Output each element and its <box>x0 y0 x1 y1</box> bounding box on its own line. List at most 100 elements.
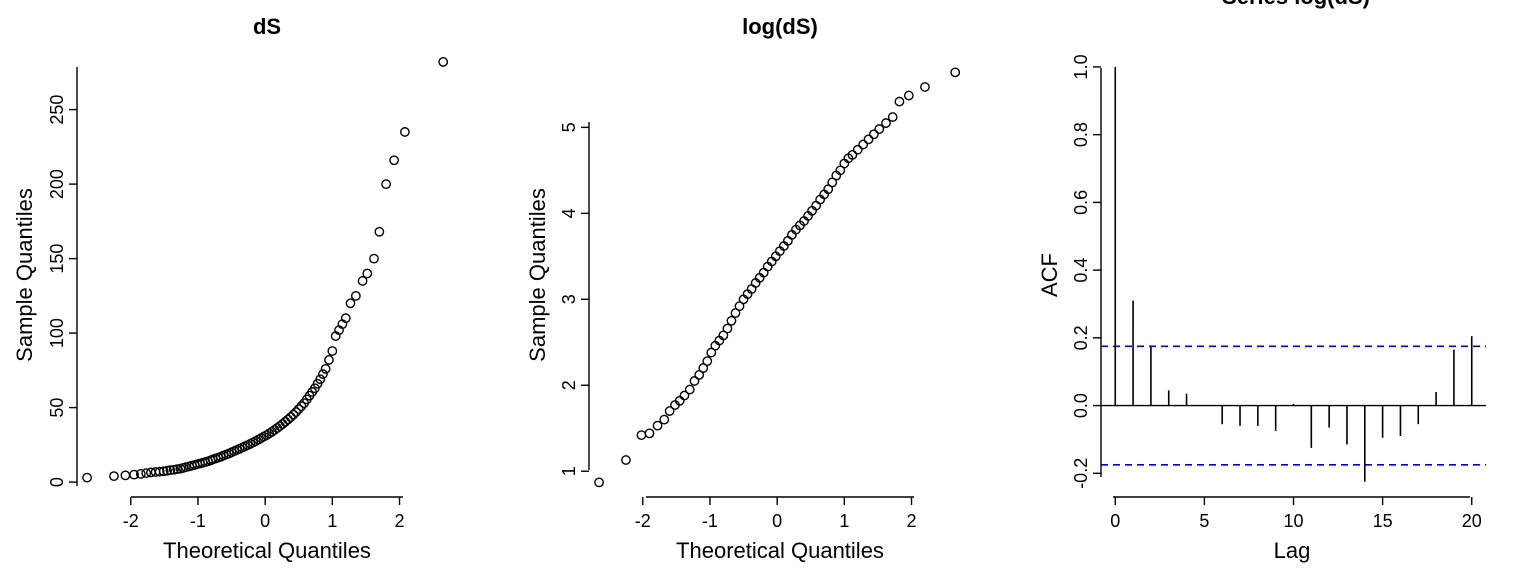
chart-title: dS <box>253 14 281 39</box>
data-point <box>120 470 131 481</box>
data-points <box>594 67 961 488</box>
data-point <box>652 420 663 431</box>
data-point <box>296 401 307 412</box>
y-tick-label: 0.6 <box>1071 190 1091 215</box>
data-point <box>165 465 176 476</box>
x-tick-label: -1 <box>702 511 718 531</box>
data-point <box>129 469 140 480</box>
y-tick-label: 0 <box>47 477 67 487</box>
data-points <box>82 57 449 483</box>
data-point <box>350 290 361 301</box>
data-point <box>903 90 914 101</box>
data-point <box>280 416 291 427</box>
data-point <box>381 179 391 190</box>
y-tick-label: 50 <box>47 398 67 418</box>
data-point <box>154 466 165 477</box>
y-tick-label: 0.8 <box>1071 122 1091 147</box>
data-point <box>82 472 92 483</box>
data-point <box>324 355 334 365</box>
y-tick-label: 0.0 <box>1071 393 1091 418</box>
x-tick-label: 1 <box>839 511 849 531</box>
y-tick-label: 200 <box>47 169 67 199</box>
data-point <box>340 313 351 324</box>
x-tick-label: 5 <box>1199 511 1209 531</box>
y-tick-label: 5 <box>559 122 579 132</box>
acf-panel: Series log(dS) 0 5 10 15 20 -0.2 0.0 0.2 0.4 0.6… <box>1037 0 1486 563</box>
qq-plot-logds-panel: log(dS) -2 -1 0 1 2 1 2 3 4 5 Theoretical Quanti… <box>525 14 961 563</box>
data-point <box>679 390 690 401</box>
data-point <box>726 315 737 326</box>
data-point <box>858 139 869 150</box>
data-point <box>621 455 631 465</box>
x-tick-label: -1 <box>190 511 206 531</box>
y-axis-ticks: 1 2 3 4 5 <box>559 122 589 476</box>
data-point <box>168 464 179 475</box>
x-tick-label: 10 <box>1283 511 1303 531</box>
y-tick-label: -0.2 <box>1071 458 1091 489</box>
data-point <box>293 404 304 414</box>
chart-title: log(dS) <box>742 14 818 39</box>
data-point <box>172 464 183 475</box>
data-point <box>722 323 733 334</box>
y-tick-label: 100 <box>47 318 67 348</box>
data-point <box>315 374 326 385</box>
data-point <box>135 469 146 479</box>
y-tick-label: 2 <box>559 380 579 390</box>
data-point <box>874 124 885 134</box>
y-tick-label: 150 <box>47 244 67 274</box>
y-tick-label: 0.2 <box>1071 325 1091 350</box>
data-point <box>881 118 891 128</box>
y-axis-label: Sample Quantiles <box>525 188 550 362</box>
data-point <box>357 276 368 286</box>
y-tick-label: 250 <box>47 95 67 125</box>
data-point <box>636 430 647 441</box>
confidence-bands <box>1101 345 1486 466</box>
x-tick-label: 2 <box>907 511 917 531</box>
data-point <box>162 465 172 476</box>
data-point <box>288 409 299 420</box>
x-axis-label: Theoretical Quantiles <box>163 538 371 563</box>
x-tick-label: -2 <box>635 511 651 531</box>
data-point <box>291 407 301 417</box>
data-point <box>374 226 385 237</box>
data-point <box>400 127 410 137</box>
y-tick-label: 0.4 <box>1071 258 1091 283</box>
data-point <box>141 468 152 479</box>
x-tick-label: 0 <box>1110 511 1120 531</box>
data-point <box>320 363 331 374</box>
x-tick-label: 15 <box>1373 511 1393 531</box>
chart-title: Series log(dS) <box>1222 0 1370 9</box>
y-axis-label: ACF <box>1037 253 1062 297</box>
y-tick-label: 3 <box>559 294 579 304</box>
x-axis-label: Theoretical Quantiles <box>676 538 884 563</box>
data-point <box>158 466 169 477</box>
x-tick-label: 0 <box>772 511 782 531</box>
data-point <box>644 428 655 439</box>
data-point <box>594 477 604 488</box>
x-axis-ticks: -2 -1 0 1 2 <box>635 497 917 531</box>
data-point <box>847 149 858 160</box>
data-point <box>887 112 898 122</box>
data-point <box>664 406 675 416</box>
y-axis-label: Sample Quantiles <box>12 188 37 362</box>
data-point <box>438 57 449 67</box>
x-tick-label: 0 <box>260 511 270 531</box>
x-tick-label: 20 <box>1462 511 1482 531</box>
data-point <box>345 298 356 309</box>
y-tick-label: 4 <box>559 208 579 218</box>
data-point <box>659 414 670 425</box>
x-axis-ticks: 0 5 10 15 20 <box>1110 497 1482 531</box>
data-point <box>109 471 119 482</box>
x-tick-label: 1 <box>327 511 337 531</box>
data-point <box>318 369 328 379</box>
data-point <box>327 346 338 356</box>
y-tick-label: 1.0 <box>1071 54 1091 79</box>
data-point <box>702 356 713 367</box>
data-point <box>369 253 379 264</box>
data-point <box>684 384 695 395</box>
x-axis-label: Lag <box>1274 538 1311 563</box>
x-tick-label: -2 <box>123 511 139 531</box>
data-point <box>920 82 930 92</box>
data-point <box>894 96 905 107</box>
